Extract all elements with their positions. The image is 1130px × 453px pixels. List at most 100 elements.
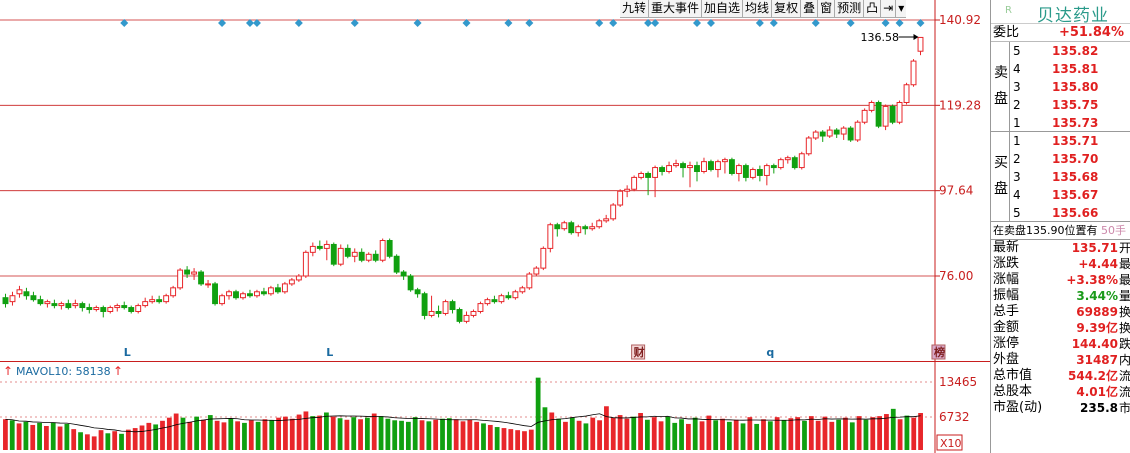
event-diamond-marker[interactable] [651, 19, 660, 27]
volume-bar[interactable] [843, 417, 848, 450]
volume-bar[interactable] [863, 419, 869, 450]
volume-bar[interactable] [897, 419, 903, 450]
volume-bar[interactable] [30, 424, 36, 450]
volume-bar[interactable] [310, 416, 316, 450]
candle[interactable] [114, 303, 121, 312]
candle[interactable] [121, 301, 128, 310]
candle[interactable] [163, 293, 170, 304]
candle[interactable] [638, 171, 645, 180]
candle[interactable] [400, 270, 407, 280]
order-queue-row[interactable]: 在卖盘135.90位置有 50手 [991, 222, 1130, 240]
candle[interactable] [365, 252, 372, 263]
candle[interactable] [589, 222, 596, 231]
volume-bar[interactable] [3, 419, 8, 450]
toolbar-adjust[interactable]: 复权 [771, 0, 800, 18]
volume-bar[interactable] [774, 417, 780, 450]
event-diamond-marker[interactable] [462, 19, 471, 27]
volume-bar[interactable] [255, 421, 261, 450]
candle[interactable] [659, 165, 666, 176]
candle[interactable] [840, 126, 847, 140]
volume-bar[interactable] [98, 430, 104, 450]
stock-name[interactable]: 贝达药业 [1037, 6, 1109, 26]
volume-bar[interactable] [317, 415, 322, 450]
candle[interactable] [617, 189, 624, 207]
candle[interactable] [149, 295, 156, 304]
candle[interactable] [896, 100, 903, 125]
candle[interactable] [219, 293, 225, 306]
candle[interactable] [533, 266, 540, 276]
volume-bar[interactable] [904, 415, 910, 450]
candle[interactable] [135, 303, 142, 314]
candle[interactable] [791, 155, 798, 170]
event-diamond-marker[interactable] [609, 19, 618, 27]
candle[interactable] [512, 289, 519, 300]
event-diamond-marker[interactable] [413, 19, 422, 27]
volume-bar[interactable] [522, 431, 527, 450]
event-diamond-marker[interactable] [846, 19, 855, 27]
candle[interactable] [86, 303, 93, 314]
volume-bar[interactable] [767, 421, 773, 450]
candle[interactable] [58, 301, 65, 310]
volume-bar[interactable] [57, 426, 63, 450]
candle[interactable] [16, 285, 23, 298]
candle[interactable] [107, 305, 114, 314]
event-diamond-marker[interactable] [252, 19, 261, 27]
candle[interactable] [407, 274, 414, 292]
candle[interactable] [505, 291, 512, 300]
candle[interactable] [393, 254, 400, 275]
candle[interactable] [281, 281, 288, 294]
candle[interactable] [540, 246, 547, 271]
volume-bar[interactable] [761, 419, 766, 450]
volume-bar[interactable] [802, 420, 807, 450]
candle[interactable] [603, 214, 610, 223]
candle[interactable] [302, 250, 309, 278]
volume-bar[interactable] [248, 420, 254, 450]
event-letter-marker[interactable]: L [326, 346, 333, 359]
candle[interactable] [742, 163, 749, 182]
volume-bar[interactable] [747, 417, 753, 450]
candle[interactable] [212, 281, 218, 306]
candle[interactable] [477, 301, 484, 314]
volume-bar[interactable] [214, 420, 220, 450]
volume-bar[interactable] [44, 426, 49, 450]
candle[interactable] [330, 242, 337, 267]
candle[interactable] [847, 126, 854, 142]
candle[interactable] [442, 299, 449, 316]
candle[interactable] [735, 163, 742, 182]
kline-chart-area[interactable]: 140.92 119.28 97.64 76.00 136.58 L L 财 q 榜 13465 6… [0, 0, 990, 453]
volume-bar[interactable] [808, 416, 814, 450]
volume-bar[interactable] [385, 418, 391, 450]
candle[interactable] [274, 283, 281, 294]
volume-bar[interactable] [754, 423, 760, 450]
event-diamond-marker[interactable] [755, 19, 764, 27]
candle[interactable] [701, 157, 707, 174]
volume-bar[interactable] [146, 422, 152, 450]
candle[interactable] [344, 244, 351, 259]
candle[interactable] [491, 295, 498, 304]
volume-bar[interactable] [528, 429, 534, 450]
candle[interactable] [519, 285, 526, 294]
candle[interactable] [142, 297, 149, 308]
candle[interactable] [666, 161, 672, 174]
volume-bar[interactable] [706, 415, 712, 450]
event-diamond-marker[interactable] [120, 19, 129, 27]
volume-bar[interactable] [836, 419, 842, 450]
volume-bar[interactable] [187, 421, 193, 450]
candle[interactable] [526, 272, 533, 290]
candle[interactable] [23, 287, 30, 300]
volume-bar[interactable] [890, 408, 896, 450]
volume-bar[interactable] [269, 420, 275, 450]
candle[interactable] [386, 238, 393, 259]
candle[interactable] [65, 299, 72, 310]
volume-bar[interactable] [446, 418, 452, 450]
candle[interactable] [631, 175, 638, 192]
volume-bar[interactable] [720, 418, 725, 450]
volume-bar[interactable] [542, 407, 548, 450]
candle[interactable] [309, 242, 316, 257]
volume-bar[interactable] [645, 419, 650, 450]
candle[interactable] [680, 161, 686, 178]
volume-bar[interactable] [419, 420, 425, 450]
toolbar-bracket[interactable]: 凸 [863, 0, 880, 18]
volume-bar[interactable] [364, 417, 370, 450]
toolbar-major-events[interactable]: 重大事件 [648, 0, 701, 18]
